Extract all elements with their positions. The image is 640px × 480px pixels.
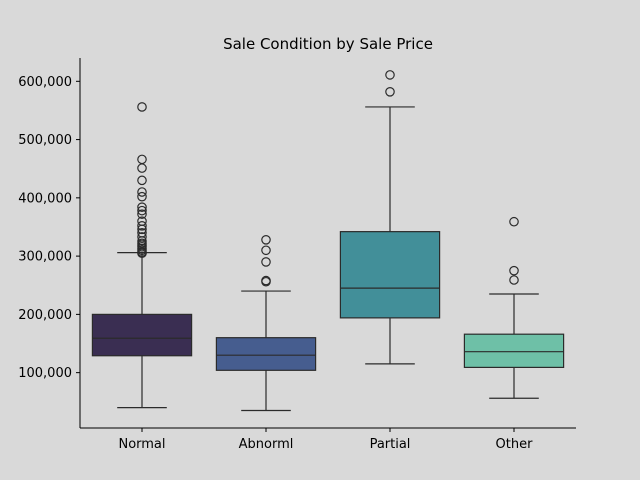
box	[463, 333, 565, 369]
box	[91, 313, 193, 357]
box	[339, 231, 441, 319]
outlier-point	[137, 102, 147, 112]
outlier-point	[137, 202, 147, 212]
outlier-point	[137, 187, 147, 197]
x-tick-label: Partial	[370, 437, 411, 452]
outlier-point	[137, 175, 147, 186]
outlier-point	[385, 70, 395, 80]
outlier-point	[137, 232, 147, 242]
y-tick-label: 300,000	[18, 250, 72, 265]
y-tick-label: 600,000	[18, 75, 72, 90]
outlier-point	[261, 245, 271, 256]
outlier-point	[137, 228, 147, 238]
outlier-point	[137, 221, 147, 231]
outlier-point	[137, 154, 147, 165]
plot-area	[91, 70, 565, 412]
outlier-point	[137, 163, 147, 173]
outlier-point	[137, 209, 147, 219]
y-tick-label: 500,000	[18, 133, 72, 148]
outlier-point	[137, 216, 147, 226]
x-tick-label: Abnorml	[239, 437, 294, 452]
box-group-abnorml	[215, 234, 317, 412]
outlier-point	[509, 275, 519, 285]
outlier-point	[509, 265, 519, 276]
x-tick-label: Normal	[118, 437, 165, 452]
outlier-point	[385, 86, 395, 97]
outlier-point	[137, 191, 147, 202]
outlier-point	[137, 238, 147, 249]
outlier-point	[261, 257, 271, 267]
outlier-point	[137, 205, 147, 216]
box-group-other	[463, 216, 565, 399]
y-tick-label: 200,000	[18, 308, 72, 323]
x-tick-label: Other	[496, 437, 534, 452]
y-tick-label: 100,000	[18, 366, 72, 381]
y-tick-label: 400,000	[18, 191, 72, 206]
chart-title: Sale Condition by Sale Price	[223, 35, 433, 53]
outlier-point	[261, 234, 271, 245]
box-group-normal	[91, 102, 193, 409]
outlier-point	[261, 275, 271, 286]
box	[215, 337, 317, 371]
outlier-point	[509, 216, 519, 227]
box-group-partial	[339, 70, 441, 365]
